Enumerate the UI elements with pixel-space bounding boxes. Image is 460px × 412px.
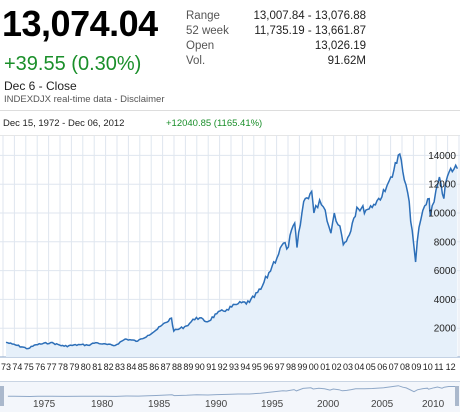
- x-tick-label: 98: [286, 362, 296, 370]
- stat-row-range: Range 13,007.84 - 13,076.88: [186, 10, 366, 25]
- x-tick-label: 92: [218, 362, 228, 370]
- y-tick-label: 2000: [434, 324, 457, 335]
- x-tick-label: 94: [240, 362, 250, 370]
- x-tick-label: 84: [126, 362, 136, 370]
- x-tick-label: 73: [1, 362, 11, 370]
- x-tick-label: 08: [400, 362, 410, 370]
- x-tick-label: 99: [297, 362, 307, 370]
- y-tick-label: 6000: [434, 266, 457, 277]
- stats-table: Range 13,007.84 - 13,076.88 52 week 11,7…: [186, 10, 366, 70]
- y-tick-label: 10000: [428, 209, 456, 220]
- navigator-sparkline: [7, 385, 456, 398]
- y-tick-label: 4000: [434, 295, 457, 306]
- x-tick-label: 10: [423, 362, 433, 370]
- x-tick-label: 06: [377, 362, 387, 370]
- x-tick-label: 83: [115, 362, 125, 370]
- navigator-left-handle[interactable]: [0, 386, 4, 406]
- x-tick-label: 07: [389, 362, 399, 370]
- y-tick-label: 12000: [428, 180, 456, 191]
- x-tick-label: 80: [81, 362, 91, 370]
- x-tick-label: 00: [309, 362, 319, 370]
- stat-row-volume: Vol. 91.62M: [186, 55, 366, 70]
- x-tick-label: 05: [366, 362, 376, 370]
- x-tick-label: 88: [172, 362, 182, 370]
- stat-label: Range: [186, 10, 220, 22]
- stat-label: Vol.: [186, 55, 206, 67]
- x-tick-label: 11: [434, 362, 443, 370]
- y-tick-label: 14000: [428, 151, 456, 162]
- price-change: +39.55 (0.30%): [4, 53, 142, 75]
- date-range: Dec 15, 1972 - Dec 06, 2012: [3, 118, 125, 129]
- source-text: INDEXDJX real-time data -: [4, 94, 121, 105]
- stat-value: 91.62M: [327, 55, 366, 67]
- navigator-year: 1990: [205, 399, 228, 410]
- x-tick-label: 02: [332, 362, 342, 370]
- chart-price-line: [5, 152, 459, 350]
- x-tick-label: 82: [104, 362, 114, 370]
- x-tick-label: 09: [411, 362, 421, 370]
- x-tick-label: 04: [354, 362, 364, 370]
- x-tick-label: 81: [92, 362, 102, 370]
- x-tick-label: 87: [161, 362, 171, 370]
- navigator-right-handle[interactable]: [455, 386, 459, 406]
- x-tick-label: 03: [343, 362, 353, 370]
- navigator-year: 1985: [148, 399, 171, 410]
- stat-value: 13,026.19: [314, 40, 366, 52]
- stat-row-52-week: 52 week 11,735.19 - 13,661.87: [186, 25, 366, 40]
- stat-value: 11,735.19 - 13,661.87: [254, 25, 366, 37]
- chart-area-fill: [6, 154, 458, 357]
- x-tick-label: 93: [229, 362, 239, 370]
- range-change: +12040.85 (1165.41%): [166, 118, 263, 129]
- x-tick-label: 89: [183, 362, 193, 370]
- x-tick-label: 12: [446, 362, 456, 370]
- timeline-navigator[interactable]: 1975 1980 1985 1990 1995 2000 2005 2010: [0, 381, 460, 412]
- x-tick-label: 01: [320, 362, 330, 370]
- index-price: 13,074.04: [2, 3, 158, 44]
- chart-range-bar: Dec 15, 1972 - Dec 06, 2012 +12040.85 (1…: [0, 110, 460, 136]
- x-tick-label: 79: [69, 362, 79, 370]
- x-tick-label: 74: [12, 362, 22, 370]
- disclaimer-link[interactable]: Disclaimer: [120, 94, 165, 105]
- x-tick-label: 76: [35, 362, 45, 370]
- y-tick-label: 8000: [434, 237, 457, 248]
- x-axis: 73 74 75 76 77 78 79 80 81 82 83 84 85 86 87 88 89 90 91 92…: [1, 362, 456, 370]
- navigator-year: 1975: [33, 399, 56, 410]
- stat-label: Open: [186, 40, 215, 52]
- y-axis: 2000 4000 6000 8000 10000 12000 14000: [428, 151, 456, 335]
- navigator-year: 1980: [91, 399, 114, 410]
- x-tick-label: 85: [138, 362, 148, 370]
- x-tick-label: 95: [252, 362, 262, 370]
- navigator-year: 2000: [317, 399, 340, 410]
- navigator-year: 1995: [261, 399, 284, 410]
- x-tick-label: 96: [263, 362, 273, 370]
- navigator-year: 2005: [371, 399, 394, 410]
- x-tick-label: 75: [24, 362, 34, 370]
- price-chart[interactable]: 2000 4000 6000 8000 10000 12000 14000 73 74 75 76…: [0, 135, 460, 370]
- x-tick-label: 91: [206, 362, 216, 370]
- stat-row-open: Open 13,026.19: [186, 40, 366, 55]
- x-tick-label: 86: [149, 362, 159, 370]
- navigator-year: 2010: [422, 399, 445, 410]
- stat-value: 13,007.84 - 13,076.88: [253, 10, 366, 22]
- close-date: Dec 6 - Close: [4, 79, 77, 93]
- x-tick-label: 90: [195, 362, 205, 370]
- navigator-line: [7, 385, 456, 398]
- x-tick-label: 78: [58, 362, 68, 370]
- x-tick-label: 97: [275, 362, 285, 370]
- stat-label: 52 week: [186, 25, 229, 37]
- data-source: INDEXDJX real-time data - Disclaimer: [4, 94, 165, 105]
- x-tick-label: 77: [47, 362, 57, 370]
